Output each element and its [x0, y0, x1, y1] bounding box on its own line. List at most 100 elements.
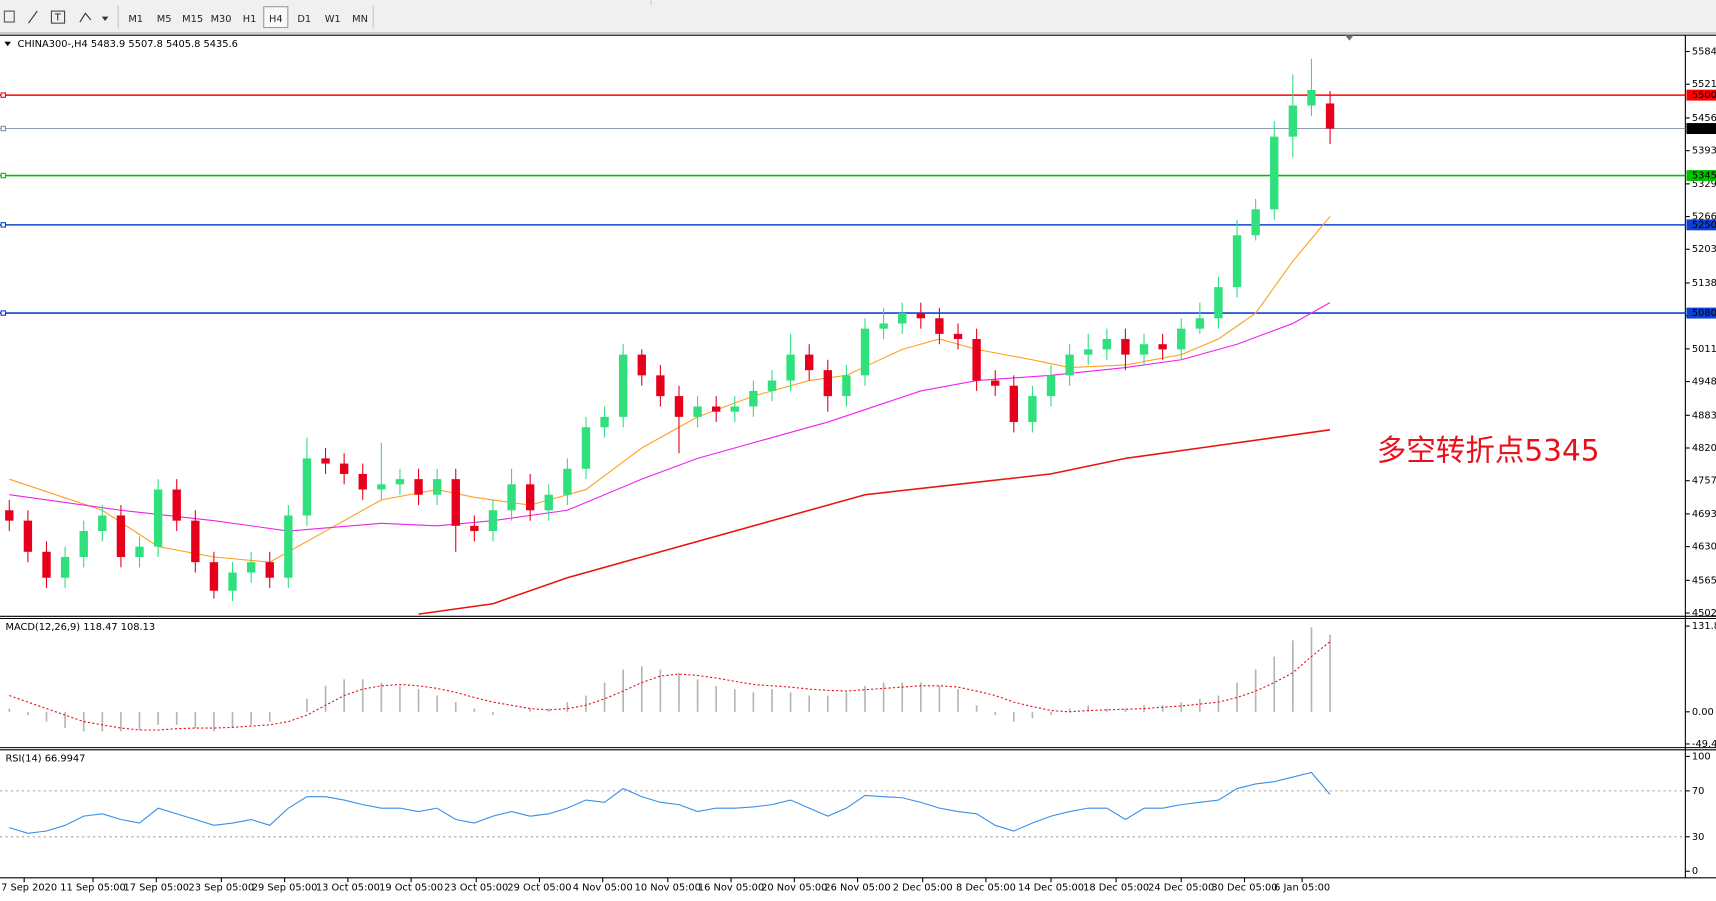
macd-signal — [9, 641, 1331, 731]
price-level-label: 5435. — [1692, 124, 1716, 135]
candle-body — [1270, 136, 1279, 210]
y-tick-label: 30 — [1692, 832, 1705, 843]
candle-body — [42, 551, 51, 578]
y-tick-label: 4948 — [1692, 377, 1716, 388]
candle-body — [321, 458, 330, 464]
line-tool[interactable] — [28, 10, 38, 24]
annotation: 多空转折点5345 — [1377, 434, 1600, 468]
timeframe-button[interactable]: M5 — [157, 14, 172, 25]
price-level-label: 5345 — [1692, 171, 1716, 182]
candle-body — [637, 354, 646, 376]
price-level-handle — [0, 125, 7, 132]
candle-body — [1065, 354, 1074, 376]
y-tick-label: 5138 — [1692, 278, 1716, 289]
candle-body — [488, 510, 498, 532]
candle-body — [1177, 328, 1186, 350]
x-tick-label: 2 Dec 05:00 — [893, 883, 953, 894]
x-tick-label: 16 Nov 05:00 — [698, 883, 764, 894]
chart-area — [0, 34, 1716, 901]
y-tick-label: 5393 — [1692, 146, 1716, 157]
price-level-tag — [1686, 89, 1716, 101]
crosshair-tool[interactable] — [3, 10, 15, 23]
price-level-handle — [0, 92, 7, 98]
candle-body — [972, 339, 981, 381]
timeframe-button[interactable]: H4 — [269, 14, 283, 25]
candle-body — [98, 515, 107, 532]
candle-body — [5, 510, 14, 521]
timeframe-button[interactable]: MN — [352, 14, 368, 25]
candle-body — [656, 375, 665, 397]
active-timeframe — [263, 6, 289, 29]
timeframes: M1 M5 M15 M30 H1 H4 D1 W1 MN — [128, 14, 368, 25]
candle-body — [302, 458, 312, 516]
moving-average — [418, 429, 1331, 615]
candle-body — [79, 531, 88, 557]
collapse-marker[interactable] — [4, 41, 11, 47]
x-tick-label: 30 Dec 05:00 — [1211, 883, 1277, 894]
price-level-label: 5250. — [1692, 220, 1716, 231]
x-tick-label: 23 Sep 05:00 — [189, 883, 255, 894]
shapes-dropdown[interactable] — [101, 16, 109, 21]
candle-body — [507, 484, 516, 511]
shapes-tool[interactable] — [79, 12, 92, 23]
x-tick-label: 13 Oct 05:00 — [316, 883, 380, 894]
timeframe-button[interactable]: M30 — [211, 14, 232, 25]
timeframe-button[interactable]: H1 — [243, 14, 257, 25]
y-tick-label: 131.87 — [1692, 621, 1716, 632]
candle-body — [265, 562, 274, 578]
x-tick-label: 10 Nov 05:00 — [635, 883, 701, 894]
x-tick-label: 19 Oct 05:00 — [379, 883, 443, 894]
macd-header: MACD(12,26,9) 118.47 108.13 — [5, 622, 155, 633]
candle-body — [600, 416, 609, 428]
price-level-handle — [0, 222, 7, 228]
timeframe-button[interactable]: M15 — [182, 14, 203, 25]
x-tick-label: 4 Nov 05:00 — [573, 883, 633, 894]
candle-body — [60, 556, 70, 578]
chart-header: CHINA300-,H4 5483.9 5507.8 5405.8 5435.6 — [18, 39, 238, 50]
text-tool[interactable] — [50, 10, 66, 24]
y-tick-label: 4502 — [1692, 608, 1716, 619]
candle-body — [618, 354, 628, 417]
y-tick-label: 70 — [1692, 786, 1705, 797]
y-tick-label: 0 — [1692, 866, 1698, 877]
candle-body — [1009, 385, 1019, 423]
price-level-label: 5500. — [1692, 90, 1716, 101]
candle-body — [191, 520, 200, 563]
price-level-tag — [1686, 123, 1716, 135]
x-tick-label: 29 Oct 05:00 — [507, 883, 571, 894]
candle-body — [1325, 103, 1335, 129]
candle-body — [1028, 396, 1037, 423]
x-tick-label: 7 Sep 2020 — [1, 883, 57, 894]
x-tick-label: 11 Sep 05:00 — [60, 883, 126, 894]
candle-body — [544, 494, 553, 511]
y-tick-label: 5584 — [1692, 47, 1716, 58]
candle-body — [916, 313, 925, 319]
candle-body — [1046, 375, 1056, 397]
timeframe-button[interactable]: W1 — [325, 14, 341, 25]
y-tick-label: 5011 — [1692, 344, 1716, 355]
timeframe-button[interactable]: D1 — [297, 14, 311, 25]
candle-body — [209, 562, 219, 591]
candle-body — [823, 370, 832, 397]
x-tick-label: 17 Sep 05:00 — [123, 883, 189, 894]
candle-body — [1158, 344, 1167, 350]
candle-body — [898, 313, 907, 324]
moving-average — [9, 302, 1331, 532]
candle-body — [1121, 339, 1130, 355]
timeframe-button[interactable]: M1 — [128, 14, 143, 25]
candle-body — [953, 333, 963, 340]
candle-body — [339, 463, 349, 474]
x-tick-label: 6 Jan 05:00 — [1274, 883, 1330, 894]
candle-body — [23, 520, 33, 552]
y-tick-label: 0.00 — [1692, 707, 1714, 718]
price-level-label: 5080. — [1692, 308, 1716, 319]
x-tick-label: 8 Dec 05:00 — [956, 883, 1016, 894]
candle-body — [451, 479, 460, 526]
candle-body — [1195, 318, 1205, 329]
candle-body — [135, 546, 144, 557]
x-tick-label: 29 Sep 05:00 — [252, 883, 318, 894]
y-tick-label: 4757 — [1692, 476, 1716, 487]
price-level-handle — [0, 172, 7, 179]
candle-body — [414, 479, 423, 495]
